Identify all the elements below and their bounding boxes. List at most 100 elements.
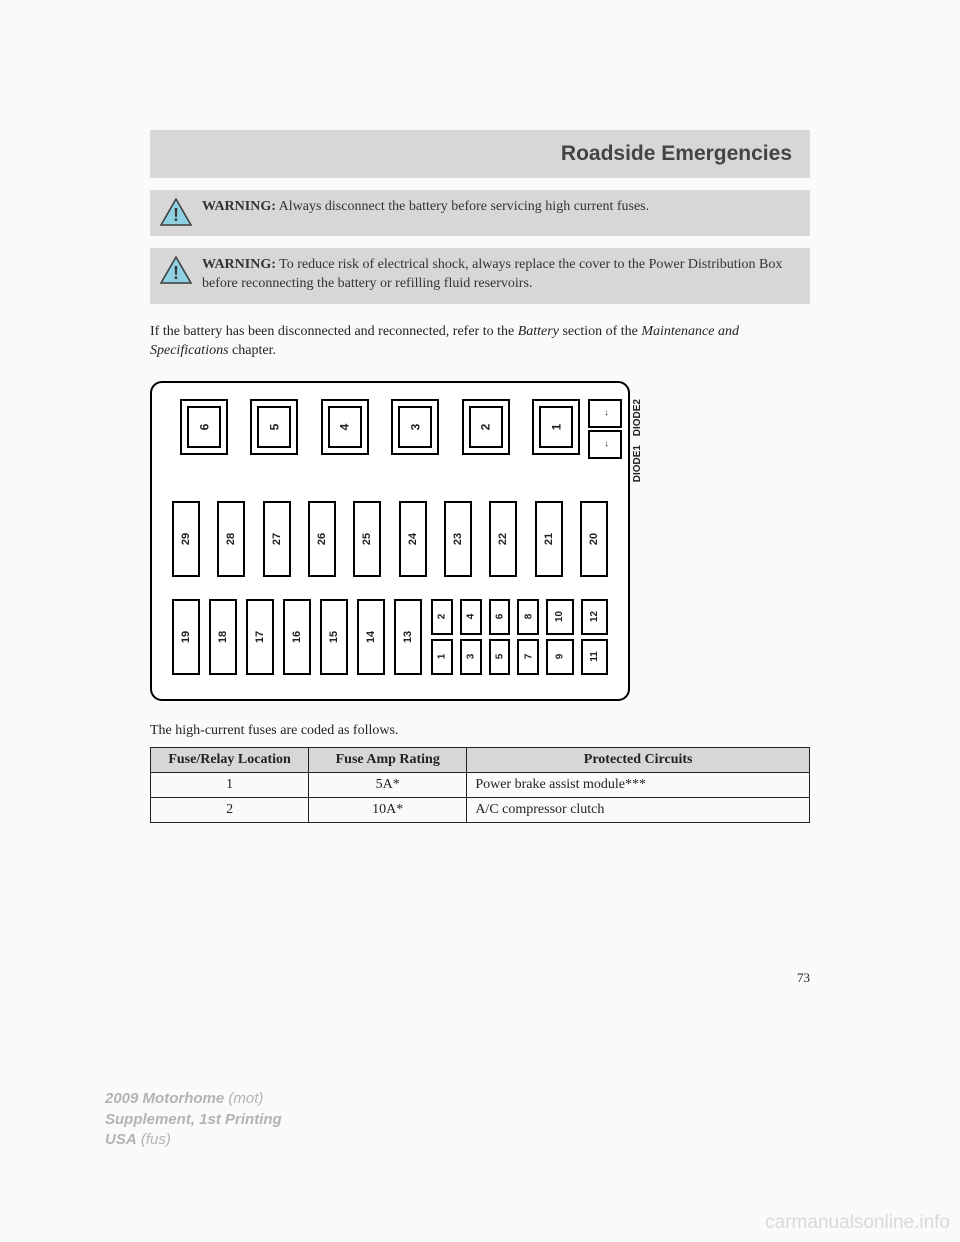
fuse-label: 1 bbox=[549, 424, 563, 431]
svg-text:!: ! bbox=[173, 205, 179, 225]
mini-fuse: 10 bbox=[546, 599, 573, 635]
cell: Power brake assist module*** bbox=[467, 772, 810, 797]
warning-label: WARNING: bbox=[202, 199, 276, 214]
fusebox-mid-row: 29 28 27 26 25 24 23 22 21 20 bbox=[172, 501, 608, 577]
fuse-label: 6 bbox=[494, 614, 505, 620]
mini-fuse: 8 bbox=[517, 599, 539, 635]
tall-fuse: 26 bbox=[308, 501, 336, 577]
table-header-row: Fuse/Relay Location Fuse Amp Rating Prot… bbox=[151, 747, 810, 772]
fuse-label: 4 bbox=[465, 614, 476, 620]
warning-text-2: WARNING: To reduce risk of electrical sh… bbox=[202, 256, 796, 294]
big-fuse: 3 bbox=[391, 399, 439, 455]
big-fuse: 6 bbox=[180, 399, 228, 455]
footer-line3-rest: (fus) bbox=[137, 1131, 171, 1148]
col-header: Fuse Amp Rating bbox=[309, 747, 467, 772]
table-caption: The high-current fuses are coded as foll… bbox=[150, 723, 810, 739]
fuse-label: 28 bbox=[225, 533, 237, 545]
cell: 2 bbox=[151, 797, 309, 822]
tall-fuse: 18 bbox=[209, 599, 237, 675]
diode-mark: ← bbox=[600, 409, 610, 418]
cell: A/C compressor clutch bbox=[467, 797, 810, 822]
fuse-label: 5 bbox=[494, 654, 505, 660]
col-header: Fuse/Relay Location bbox=[151, 747, 309, 772]
fuse-label: 22 bbox=[497, 533, 509, 545]
tall-fuse: 25 bbox=[353, 501, 381, 577]
fusebox-bottom-row: 19 18 17 16 15 14 13 12 11 10 9 8 7 6 5 … bbox=[172, 599, 608, 675]
fuse-label: 23 bbox=[452, 533, 464, 545]
fuse-label: 7 bbox=[523, 654, 534, 660]
fuse-label: 26 bbox=[316, 533, 328, 545]
big-fuse: 5 bbox=[250, 399, 298, 455]
cell: 5A* bbox=[309, 772, 467, 797]
mini-fuse: 6 bbox=[489, 599, 511, 635]
tall-fuse: 16 bbox=[283, 599, 311, 675]
fuse-table: Fuse/Relay Location Fuse Amp Rating Prot… bbox=[150, 747, 810, 823]
para-em: Battery bbox=[518, 324, 559, 339]
para-seg: If the battery has been disconnected and… bbox=[150, 324, 518, 339]
warning-label: WARNING: bbox=[202, 257, 276, 272]
diode-mark: ← bbox=[600, 440, 610, 449]
fuse-label: 20 bbox=[588, 533, 600, 545]
diode-slot: ← bbox=[588, 399, 622, 428]
fuse-label: 13 bbox=[402, 631, 414, 643]
cell: 1 bbox=[151, 772, 309, 797]
tall-fuse: 13 bbox=[394, 599, 422, 675]
fuse-label: 4 bbox=[338, 424, 352, 431]
warning-box-1: ! WARNING: Always disconnect the battery… bbox=[150, 190, 810, 236]
fuse-label: 15 bbox=[328, 631, 340, 643]
fuse-label: 12 bbox=[589, 611, 600, 622]
header-title: Roadside Emergencies bbox=[561, 142, 792, 166]
mini-fuse: 2 bbox=[431, 599, 453, 635]
diode-slot: ← bbox=[588, 430, 622, 459]
tall-fuse: 15 bbox=[320, 599, 348, 675]
footer-line1-rest: (mot) bbox=[224, 1090, 263, 1107]
fuse-label: 11 bbox=[589, 652, 600, 663]
warning-triangle-icon: ! bbox=[160, 198, 192, 226]
tall-fuse: 27 bbox=[263, 501, 291, 577]
big-fuse: 1 bbox=[532, 399, 580, 455]
footer-meta: 2009 Motorhome (mot) Supplement, 1st Pri… bbox=[105, 1089, 282, 1150]
warning-body: To reduce risk of electrical shock, alwa… bbox=[202, 257, 782, 291]
para-seg: chapter. bbox=[229, 343, 276, 358]
warning-box-2: ! WARNING: To reduce risk of electrical … bbox=[150, 248, 810, 304]
fuse-label: 10 bbox=[554, 611, 565, 622]
mini-fuse: 3 bbox=[460, 639, 482, 675]
mini-fuse: 4 bbox=[460, 599, 482, 635]
diode-label: DIODE1 bbox=[632, 445, 643, 482]
table-row: 2 10A* A/C compressor clutch bbox=[151, 797, 810, 822]
col-header: Protected Circuits bbox=[467, 747, 810, 772]
fusebox-top-row: 6 5 4 3 2 1 bbox=[180, 399, 580, 459]
tall-fuse: 19 bbox=[172, 599, 200, 675]
mini-fuse: 12 bbox=[581, 599, 608, 635]
svg-text:!: ! bbox=[173, 263, 179, 283]
fuse-label: 1 bbox=[436, 654, 447, 660]
page-number: 73 bbox=[797, 970, 810, 986]
fuse-label: 3 bbox=[408, 424, 422, 431]
fuse-label: 19 bbox=[180, 631, 192, 643]
fuse-label: 27 bbox=[271, 533, 283, 545]
tall-fuse: 29 bbox=[172, 501, 200, 577]
mini-fuse: 7 bbox=[517, 639, 539, 675]
warning-text-1: WARNING: Always disconnect the battery b… bbox=[202, 198, 796, 217]
fuse-label: 2 bbox=[479, 424, 493, 431]
fuse-label: 3 bbox=[465, 654, 476, 660]
fuse-label: 29 bbox=[180, 533, 192, 545]
mini-fuse: 9 bbox=[546, 639, 573, 675]
big-fuse: 4 bbox=[321, 399, 369, 455]
diode-column: ← ← bbox=[588, 399, 622, 459]
fuse-label: 6 bbox=[197, 424, 211, 431]
fuse-label: 8 bbox=[523, 614, 534, 620]
fuse-label: 18 bbox=[217, 631, 229, 643]
table-row: 1 5A* Power brake assist module*** bbox=[151, 772, 810, 797]
footer-line1-bold: 2009 Motorhome bbox=[105, 1090, 224, 1107]
fuse-label: 9 bbox=[554, 654, 565, 660]
tall-fuse: 14 bbox=[357, 599, 385, 675]
tall-fuse: 21 bbox=[535, 501, 563, 577]
footer-line3-bold: USA bbox=[105, 1131, 137, 1148]
mini-fuse-grid: 12 11 10 9 8 7 6 5 4 3 2 1 bbox=[431, 599, 608, 675]
warning-triangle-icon: ! bbox=[160, 256, 192, 284]
fuse-label: 25 bbox=[361, 533, 373, 545]
fusebox-diagram: 6 5 4 3 2 1 ← ← DIODE2 DIODE1 29 28 27 bbox=[150, 381, 630, 701]
mini-fuse: 1 bbox=[431, 639, 453, 675]
mini-fuse: 11 bbox=[581, 639, 608, 675]
